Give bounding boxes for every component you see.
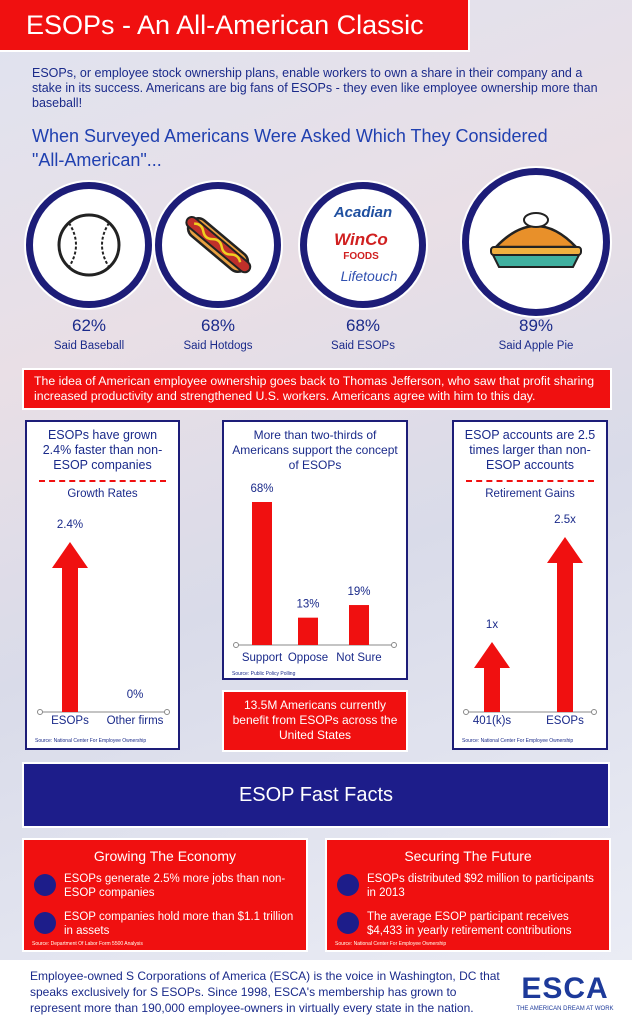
survey-percent: 68%: [345, 316, 381, 335]
person-icon: [337, 874, 359, 896]
company-logos: Acadian WinCo FOODS Lifetouch: [333, 204, 398, 284]
pie-circle: [462, 168, 610, 316]
arrow: [474, 642, 510, 712]
bar: [349, 605, 369, 645]
value-label: 19%: [347, 586, 370, 598]
arrow: [547, 537, 583, 712]
chart: 1x 401(k)s 2.5x ESOPs Source: National Cente…: [462, 514, 597, 744]
footer-text: Employee-owned S Corporations of America…: [30, 969, 500, 1015]
logo-text: FOODS: [343, 251, 379, 262]
value-label: 13%: [296, 599, 319, 611]
fast-facts-bar: ESOP Fast Facts: [22, 762, 610, 828]
hotdog-icon: [185, 215, 252, 274]
divider: [39, 480, 166, 482]
bank-icon: [337, 912, 359, 934]
retirement-panel: ESOP accounts are 2.5 times larger than …: [452, 420, 608, 750]
esops-circle: Acadian WinCo FOODS Lifetouch: [300, 182, 426, 308]
source: Source: Department Of Labor Form 5500 An…: [32, 941, 143, 947]
survey-caption: Said Baseball: [53, 340, 125, 352]
category-label: ESOPs: [51, 715, 89, 727]
value-label: 0%: [127, 689, 144, 701]
money-icon: [34, 912, 56, 934]
chart: 68% Support 13% Oppose 19% Not Sure Source: Pu…: [232, 483, 397, 677]
survey-caption: Said Apple Pie: [498, 340, 574, 352]
panel-text: ESOPs have grown 2.4% faster than non-ES…: [42, 428, 163, 472]
panel-text: More than two-thirds of Americans suppor…: [232, 428, 398, 472]
value-label: 2.4%: [57, 519, 83, 531]
value-label: 2.5x: [554, 514, 576, 526]
bar: [252, 502, 272, 645]
support-panel: More than two-thirds of Americans suppor…: [222, 420, 408, 680]
survey-caption: Said ESOPs: [331, 340, 395, 352]
baseline-end: [463, 709, 469, 715]
baseline-end: [164, 709, 170, 715]
category-label: ESOPs: [546, 715, 584, 727]
baseline-end: [37, 709, 43, 715]
intro-text: ESOPs, or employee stock ownership plans…: [32, 66, 598, 110]
baseline-end: [391, 642, 397, 648]
baseball-circle: [26, 182, 152, 308]
hotdog-circle: [155, 182, 281, 308]
value-label: 1x: [486, 619, 498, 631]
survey-percent: 68%: [200, 316, 236, 335]
value-label: 68%: [250, 483, 273, 495]
panel-text: ESOP accounts are 2.5 times larger than …: [464, 428, 596, 472]
survey-caption: Said Hotdogs: [183, 340, 253, 352]
category-label: Oppose: [288, 652, 328, 664]
logo-text: WinCo: [334, 230, 388, 249]
chart-title: Retirement Gains: [485, 488, 575, 500]
fact-item: ESOPs distributed $92 million to partici…: [367, 873, 594, 899]
survey-percent: 89%: [518, 316, 554, 335]
arrow: [52, 542, 88, 712]
category-label: Support: [242, 652, 283, 664]
chart: 2.4% ESOPs 0% Other firms Source: National C…: [35, 519, 170, 744]
beneficiaries-box: 13.5M Americans currently benefit from E…: [222, 690, 408, 752]
footer: Employee-owned S Corporations of America…: [0, 960, 632, 1024]
logo: ESCA: [521, 972, 609, 1005]
source: Source: National Center For Employee Own…: [35, 738, 146, 744]
fact-item: The average ESOP participant receives $4…: [367, 911, 572, 937]
category-label: 401(k)s: [473, 715, 512, 727]
survey-percent: 62%: [71, 316, 107, 335]
logo-text: Lifetouch: [341, 268, 398, 284]
chart-title: Growth Rates: [67, 488, 138, 500]
baseline-end: [233, 642, 239, 648]
fact-item: ESOPs generate 2.5% more jobs than non-E…: [64, 873, 286, 899]
source: Source: National Center For Employee Own…: [462, 738, 573, 744]
logo-text: Acadian: [333, 204, 392, 221]
bar: [298, 617, 318, 645]
header-bar: ESOPs - An All-American Classic: [0, 0, 470, 52]
source: Source: Public Policy Polling: [232, 671, 296, 677]
page-title: ESOPs - An All-American Classic: [26, 10, 424, 40]
survey-heading: When Surveyed Americans Were Asked Which…: [32, 126, 548, 170]
pie-icon: [490, 212, 582, 268]
fact-heading: Growing The Economy: [93, 848, 237, 864]
source: Source: National Center For Employee Own…: [335, 941, 447, 947]
category-label: Other firms: [107, 715, 164, 727]
fact-heading: Securing The Future: [404, 848, 532, 864]
category-label: Not Sure: [336, 652, 381, 664]
history-box: The idea of American employee ownership …: [22, 368, 612, 410]
jobs-icon: [34, 874, 56, 896]
logo-tagline: THE AMERICAN DREAM AT WORK: [516, 1006, 614, 1012]
fast-facts-title: ESOP Fast Facts: [238, 784, 394, 806]
fact-panel: Growing The Economy ESOPs generate 2.5% …: [22, 838, 308, 952]
divider: [466, 480, 594, 482]
baseline-end: [591, 709, 597, 715]
baseball-icon: [57, 213, 121, 277]
fact-item: ESOP companies hold more than $1.1 trill…: [64, 911, 294, 937]
growth-panel: ESOPs have grown 2.4% faster than non-ES…: [25, 420, 180, 750]
fact-panel: Securing The Future ESOPs distributed $9…: [325, 838, 611, 952]
